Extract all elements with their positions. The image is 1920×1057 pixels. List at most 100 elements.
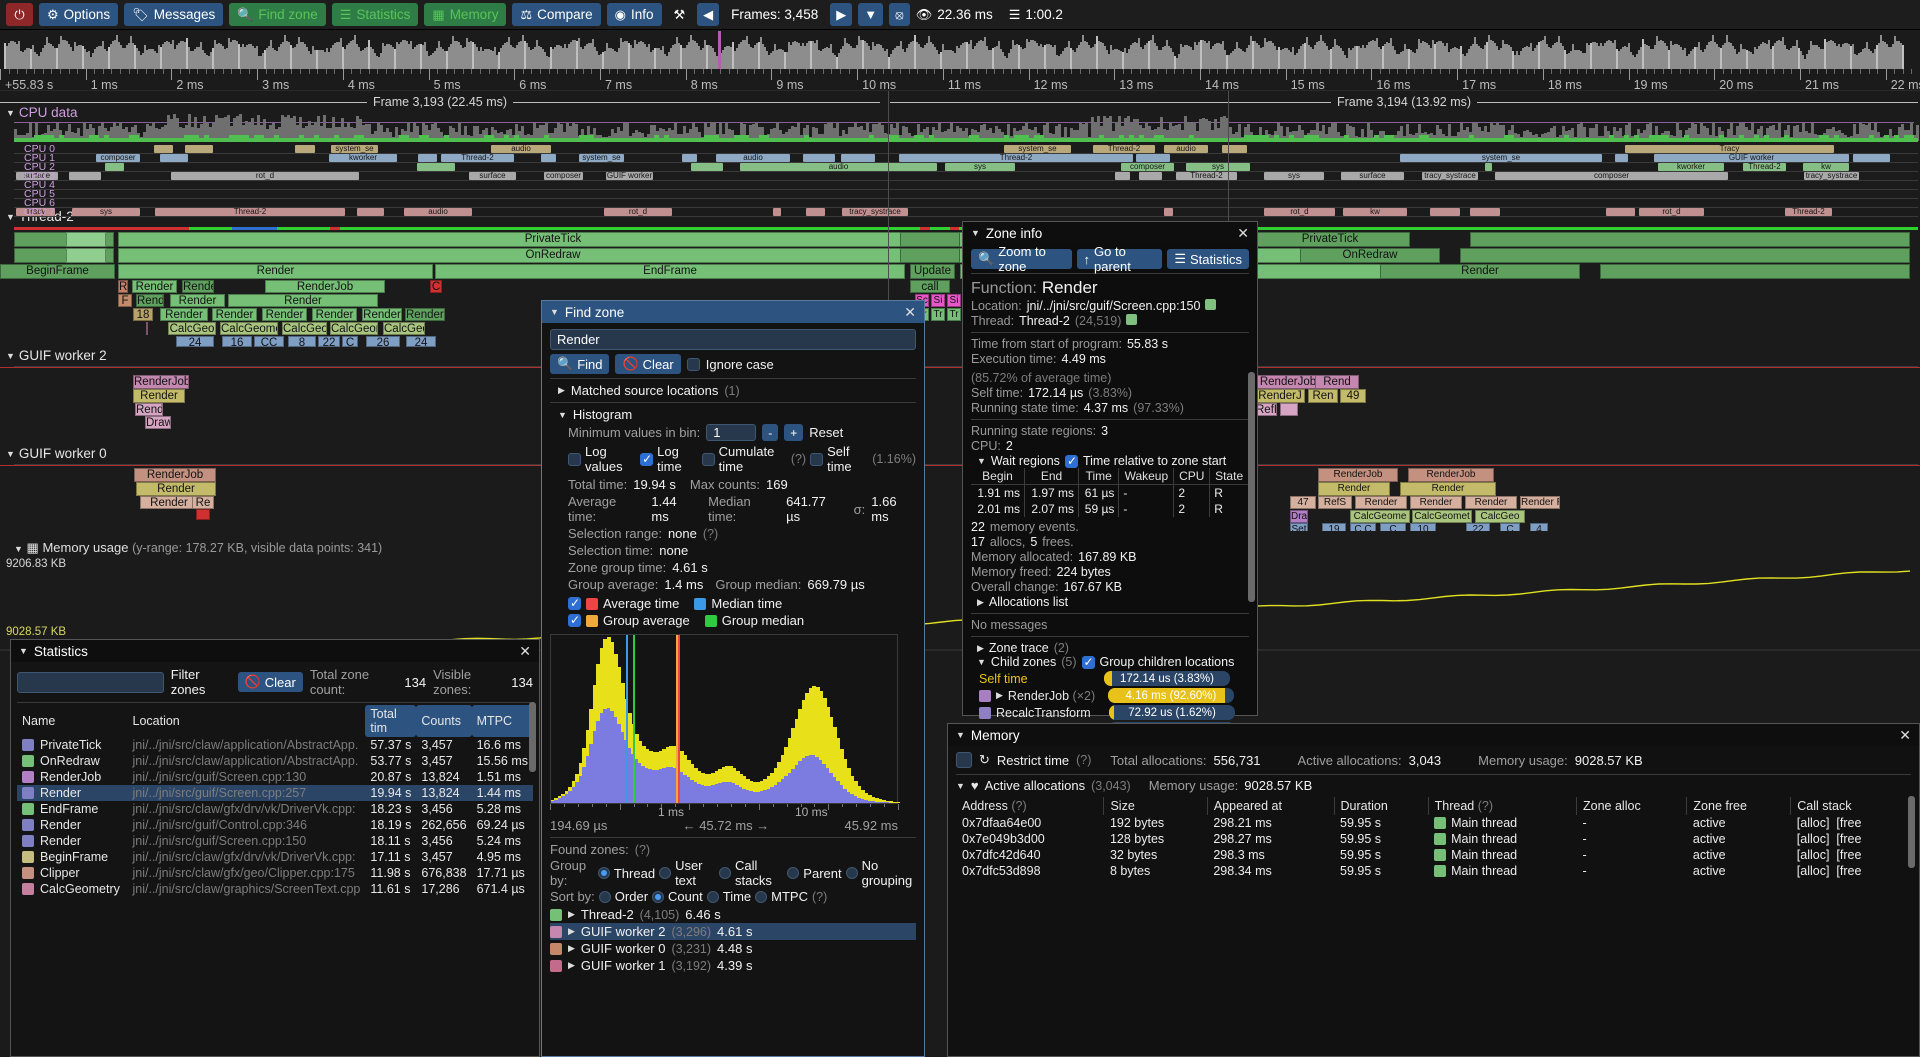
cpu-block[interactable]: kworker — [329, 154, 397, 162]
guif0-zone[interactable]: 4 — [1530, 523, 1548, 531]
st-col-total-time[interactable]: Total tim — [365, 705, 417, 737]
thread2-zone[interactable]: Render F — [405, 308, 445, 321]
cpu-block[interactable] — [682, 154, 697, 162]
frame-strip-marker[interactable] — [718, 31, 721, 69]
guif0-zone[interactable]: 47 — [1290, 496, 1316, 509]
thread2-zone[interactable]: CalcGeo — [168, 322, 216, 335]
memory-usage-graph[interactable]: ▼ ▦ Memory usage (y-range: 178.27 KB, vi… — [0, 540, 1920, 651]
statistics-table[interactable]: Name Location Total tim Counts MTPC PrivateTi… — [17, 705, 533, 897]
close-icon[interactable]: ✕ — [1237, 224, 1249, 241]
cpu-block[interactable] — [1115, 172, 1130, 180]
frames-dropdown-button[interactable]: ▼ — [858, 3, 884, 26]
thread2-zone[interactable]: CC — [254, 336, 284, 347]
st-col-mtpc[interactable]: MTPC — [471, 705, 533, 737]
messages-button[interactable]: 🏷 Messages — [124, 3, 224, 26]
chevron-right-icon[interactable]: ▶ — [568, 943, 575, 953]
zone-info-window[interactable]: ▼ Zone info ✕ 🔍 Zoom to zone ↑ Go to paren… — [962, 221, 1258, 754]
time-relative-checkbox[interactable] — [1064, 454, 1078, 468]
find-zone-search-input[interactable]: Render — [550, 329, 916, 350]
thread2-zone[interactable]: 24 — [176, 336, 214, 347]
statistics-row[interactable]: RenderJob jni/../jni/src/guif/Screen.cpp:… — [17, 769, 533, 785]
thread2-zone[interactable]: 26 — [366, 336, 400, 347]
section-guif-worker-2[interactable]: ▼ GUIF worker 2 — [6, 348, 107, 363]
group-children-checkbox[interactable] — [1081, 655, 1095, 669]
thread2-zone-right[interactable]: PrivateTick — [1250, 232, 1410, 247]
crosshair-button[interactable]: ⦻ — [889, 3, 910, 26]
cpu-block[interactable]: system_se — [1004, 145, 1071, 153]
cpu-block[interactable]: rot_d — [604, 208, 672, 216]
sort-by-help-icon[interactable]: (?) — [811, 889, 828, 904]
guif0-zone[interactable]: 10 — [1410, 523, 1436, 531]
close-icon[interactable]: ✕ — [519, 642, 531, 659]
cpu-block[interactable] — [69, 172, 101, 180]
filter-zones-input[interactable] — [17, 671, 164, 693]
cpu-block[interactable]: GUIF worker — [1654, 154, 1849, 162]
guif2-zone[interactable]: Draw — [145, 416, 171, 429]
marker-zone[interactable]: Tr — [947, 308, 961, 321]
marker-zone[interactable]: Si — [931, 294, 945, 307]
statistics-button[interactable]: ☰ Statistics — [331, 3, 419, 26]
mem-col-size[interactable]: Size — [1103, 797, 1208, 815]
memory-allocations-table[interactable]: Address (?) Size Appeared at Duration Thread… — [956, 797, 1911, 879]
zone-info-scrollbar[interactable] — [1248, 372, 1255, 602]
memory-scrollbar[interactable] — [1908, 796, 1915, 868]
thread2-zone[interactable] — [146, 322, 148, 335]
thread2-zone-right[interactable] — [1600, 264, 1910, 279]
cpu-block[interactable]: Thread-2 — [1743, 163, 1786, 171]
thread2-zone[interactable] — [66, 248, 106, 263]
thread2-zone[interactable]: CalcGeo — [383, 322, 425, 335]
power-icon[interactable]: ⏻ — [6, 3, 33, 26]
thread2-zone[interactable] — [900, 232, 960, 247]
histogram-chart[interactable] — [550, 634, 900, 804]
find-zone-titlebar[interactable]: ▼ Find zone ✕ — [542, 301, 924, 323]
chevron-right-icon[interactable]: ▶ — [996, 690, 1003, 700]
chevron-down-icon[interactable]: ▼ — [19, 646, 28, 656]
cpu-block[interactable]: tracy_systrace — [1804, 172, 1859, 180]
thread2-zone-right[interactable] — [1470, 232, 1910, 247]
min-values-decrement[interactable]: - — [762, 424, 779, 441]
cpu-block[interactable] — [773, 208, 781, 216]
thread2-zone[interactable]: RenderJob — [265, 280, 385, 293]
matched-source-locations-row[interactable]: ▶ Matched source locations (1) — [558, 383, 740, 398]
cpu-block[interactable]: kw — [1343, 208, 1407, 216]
allocations-list-row[interactable]: ▶ Allocations list — [977, 595, 1069, 609]
statistics-row[interactable]: CalcGeometry jni/../jni/src/claw/graphics… — [17, 881, 533, 897]
chevron-down-icon[interactable]: ▼ — [971, 228, 980, 238]
guif0-zone[interactable]: Set — [1290, 523, 1308, 531]
next-frame-button[interactable]: ▶ — [830, 3, 853, 26]
marker-zone[interactable]: Tr — [931, 308, 945, 321]
selection-range-help-icon[interactable]: (?) — [702, 526, 719, 541]
group-by-radio-thread[interactable] — [597, 867, 610, 879]
found-zone-group-row[interactable]: ▶ GUIF worker 0 (3,231) 4.48 s — [550, 940, 916, 957]
guif0-zone[interactable]: Render — [140, 496, 198, 509]
thread2-zone[interactable]: F — [118, 294, 132, 307]
mem-call-stack-cell[interactable]: [alloc] [free — [1796, 848, 1862, 862]
marker-zone[interactable]: Si — [947, 294, 961, 307]
statistics-row[interactable]: PrivateTick jni/../jni/src/claw/applicati… — [17, 737, 533, 753]
cpu-block[interactable] — [1485, 163, 1492, 171]
cpu-block[interactable] — [806, 208, 825, 216]
frame-strip[interactable] — [0, 31, 1920, 69]
mem-col-duration[interactable]: Duration — [1334, 797, 1429, 815]
section-cpu-data[interactable]: ▼ CPU data — [6, 105, 78, 120]
mem-col-zone-alloc[interactable]: Zone alloc — [1576, 797, 1688, 815]
guif0-zone[interactable]: Re — [192, 496, 214, 509]
cpu-block[interactable]: audio — [404, 208, 472, 216]
guif0-zone[interactable]: Render — [1465, 496, 1517, 509]
st-col-counts[interactable]: Counts — [416, 705, 472, 737]
statistics-clear-button[interactable]: 🚫 Clear — [237, 672, 303, 692]
cpu-block[interactable]: sys — [72, 208, 140, 216]
thread2-zone[interactable]: Render — [262, 308, 307, 321]
sort-by-radio-mtpc[interactable] — [755, 890, 768, 903]
mem-col-call-stack[interactable]: Call stack — [1790, 797, 1911, 815]
guif0-zone[interactable]: CalcGeome — [1350, 510, 1410, 523]
guif2-zone[interactable]: Ren — [1308, 389, 1338, 403]
sort-by-radio-count[interactable] — [652, 890, 665, 903]
guif0-zone[interactable]: 19 — [1322, 523, 1346, 531]
cpu-block[interactable]: rot_d — [1639, 208, 1704, 216]
thread-help-icon[interactable]: (?) — [1477, 799, 1493, 813]
cpu-block[interactable]: audio — [716, 154, 790, 162]
thread2-zone[interactable]: C — [430, 280, 442, 293]
find-zone-window[interactable]: ▼ Find zone ✕ Render 🔍 Find 🚫 Clear Ignore… — [541, 300, 925, 1057]
cpu-block[interactable]: GUIF worker — [606, 172, 653, 180]
